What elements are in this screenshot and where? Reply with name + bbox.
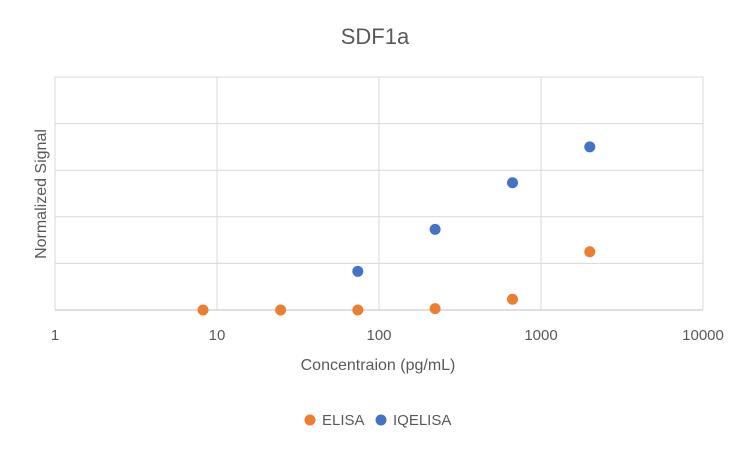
data-point-elisa[interactable] bbox=[584, 246, 596, 258]
data-point-elisa[interactable] bbox=[507, 293, 519, 305]
data-point-iqelisa[interactable] bbox=[507, 177, 519, 189]
data-point-elisa[interactable] bbox=[275, 304, 287, 316]
data-point-iqelisa[interactable] bbox=[584, 141, 596, 153]
y-axis-label: Normalized Signal bbox=[33, 129, 50, 259]
legend[interactable]: ELISA IQELISA bbox=[304, 412, 452, 429]
data-point-iqelisa[interactable] bbox=[352, 265, 364, 277]
legend-item-elisa[interactable]: ELISA bbox=[304, 412, 365, 429]
x-tick-label: 10 bbox=[209, 327, 226, 344]
x-tick-label: 1 bbox=[51, 327, 59, 344]
data-point-elisa[interactable] bbox=[429, 303, 441, 315]
legend-marker-iqelisa bbox=[375, 414, 387, 426]
x-tick-labels: 1 10 100 1000 10000 bbox=[51, 327, 724, 344]
x-tick-label: 1000 bbox=[524, 327, 557, 344]
legend-marker-elisa bbox=[304, 414, 316, 426]
legend-label-elisa: ELISA bbox=[322, 412, 365, 429]
legend-item-iqelisa[interactable]: IQELISA bbox=[375, 412, 452, 429]
data-point-iqelisa[interactable] bbox=[429, 223, 441, 235]
x-tick-label: 10000 bbox=[682, 327, 724, 344]
data-point-elisa[interactable] bbox=[197, 304, 209, 316]
chart-title: SDF1a bbox=[341, 24, 410, 49]
data-point-elisa[interactable] bbox=[352, 304, 364, 316]
x-axis-label: Concentraion (pg/mL) bbox=[301, 357, 456, 374]
data-points bbox=[197, 141, 596, 316]
x-tick-label: 100 bbox=[366, 327, 391, 344]
grid bbox=[54, 76, 704, 311]
legend-label-iqelisa: IQELISA bbox=[393, 412, 451, 429]
